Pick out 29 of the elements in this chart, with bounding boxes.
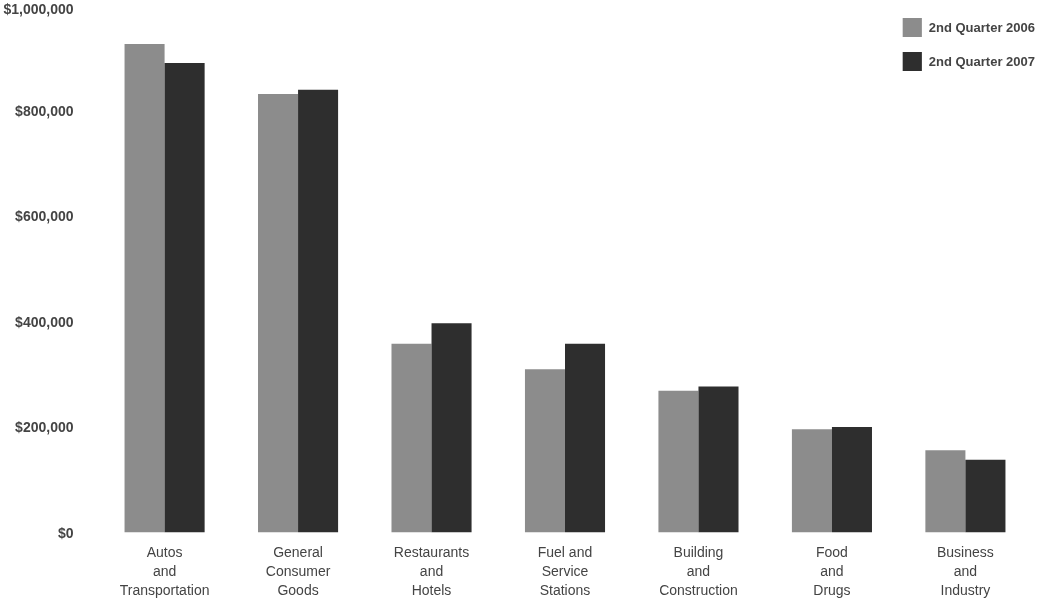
x-tick-label: General Consumer Goods — [265, 543, 331, 598]
y-tick-label: $200,000 — [15, 419, 74, 436]
x-tick-label: Business and Industry — [937, 543, 994, 598]
bar — [658, 390, 699, 533]
y-tick-label: $1,000,000 — [3, 0, 74, 17]
bar — [164, 62, 205, 533]
bar — [965, 459, 1006, 533]
legend-label: 2nd Quarter 2007 — [928, 53, 1035, 69]
bar — [431, 323, 472, 533]
y-tick-label: $0 — [57, 524, 74, 541]
x-tick-label: Fuel and Service Stations — [537, 543, 593, 598]
y-tick-label: $800,000 — [15, 102, 74, 119]
x-tick-label: Autos and Transportation — [119, 543, 210, 598]
bar — [298, 89, 339, 533]
bar — [925, 450, 966, 533]
x-tick-label: Food and Drugs — [813, 543, 851, 598]
bar — [524, 369, 565, 533]
bar — [258, 94, 299, 533]
x-tick-label: Restaurants and Hotels — [393, 543, 470, 598]
y-tick-label: $600,000 — [15, 208, 74, 225]
x-tick-label: Building and Construction — [659, 543, 738, 598]
bar — [831, 427, 872, 533]
bar — [791, 429, 832, 533]
y-tick-label: $400,000 — [15, 313, 74, 330]
bar — [124, 43, 165, 533]
bar — [698, 386, 739, 533]
bar — [391, 343, 432, 533]
bar — [565, 343, 606, 533]
legend-label: 2nd Quarter 2006 — [928, 19, 1035, 35]
